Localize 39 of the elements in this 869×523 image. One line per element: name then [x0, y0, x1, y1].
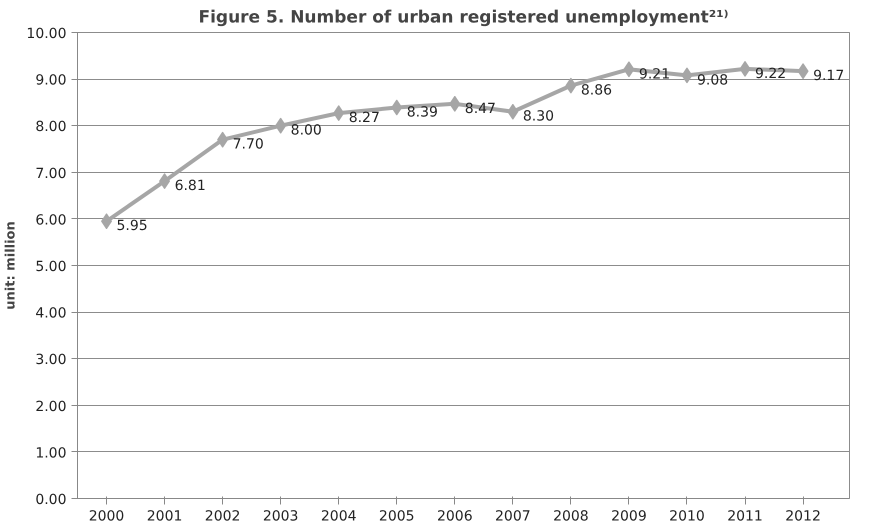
x-tick-label: 2002	[204, 508, 240, 523]
x-tick-label: 2004	[320, 508, 357, 523]
text: 6.81	[174, 178, 206, 194]
y-tick-label: 0.00	[35, 492, 66, 508]
x-tick-label: 2003	[262, 508, 298, 523]
x-tick-label: 2011	[727, 508, 763, 523]
text: 9.21	[638, 66, 670, 82]
text: 8.47	[464, 100, 496, 117]
text: 7.70	[232, 136, 264, 153]
text: 9.17	[813, 68, 844, 84]
x-tick-label: 2005	[378, 508, 415, 523]
text: 9.22	[755, 66, 786, 82]
x-tick-label: 2000	[88, 508, 124, 523]
x-tick-label: 2001	[146, 508, 182, 523]
y-tick-label: 5.00	[35, 259, 66, 275]
y-tick-label: 3.00	[35, 352, 66, 368]
text: 8.30	[522, 108, 554, 125]
y-tick-label: 1.00	[35, 445, 66, 462]
text: 5.95	[116, 218, 148, 234]
x-tick-label: 2007	[495, 508, 531, 523]
y-axis-title: unit: million	[3, 221, 18, 310]
x-tick-label: 2012	[785, 508, 821, 523]
y-tick-label: 2.00	[35, 398, 66, 415]
y-tick-label: 4.00	[35, 306, 66, 322]
y-tick-label: 9.00	[35, 72, 66, 89]
x-tick-label: 2008	[553, 508, 589, 523]
chart-title: Figure 5. Number of urban registered unemployment²¹⁾	[198, 8, 729, 28]
text: 9.08	[696, 72, 728, 88]
text: 8.00	[290, 122, 322, 139]
y-tick-label: 7.00	[35, 166, 66, 182]
text: 8.27	[348, 110, 380, 126]
y-tick-label: 8.00	[35, 119, 66, 136]
y-tick-label: 6.00	[35, 212, 66, 228]
x-tick-label: 2010	[669, 508, 705, 523]
text: 8.39	[406, 104, 438, 121]
y-tick-label: 10.00	[26, 26, 67, 42]
x-tick-label: 2006	[436, 508, 473, 523]
x-tick-label: 2009	[611, 508, 647, 523]
text: 8.86	[580, 82, 612, 99]
